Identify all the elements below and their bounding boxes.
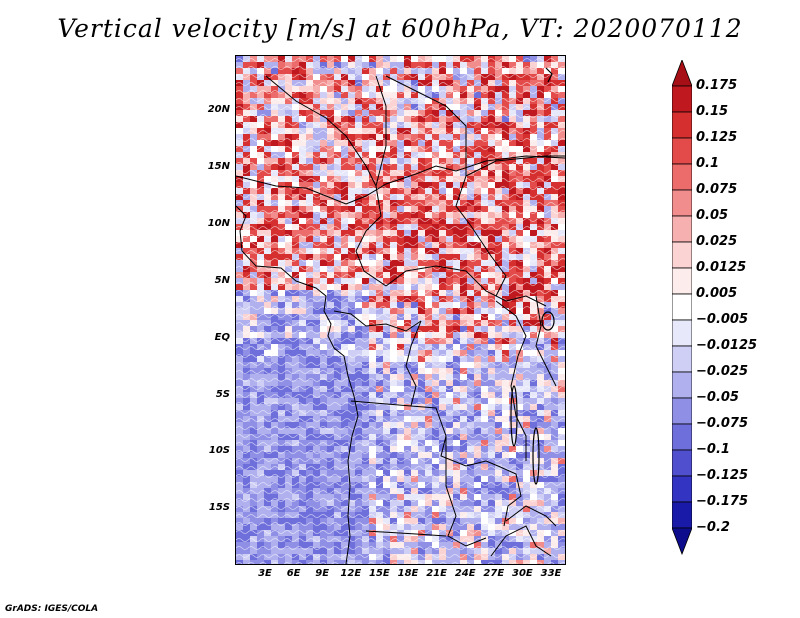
colorbar-label: 0.125: [696, 130, 738, 145]
colorbar-swatch: [671, 189, 693, 217]
colorbar-swatch: [671, 319, 693, 347]
lat-tick-label: 15N: [207, 161, 230, 172]
lat-tick-label: 10S: [208, 445, 230, 456]
colorbar-swatch: [671, 58, 693, 87]
colorbar: [671, 58, 693, 564]
colorbar-swatch: [671, 163, 693, 191]
lat-tick-label: 10N: [207, 218, 230, 229]
lon-tick-label: 24E: [454, 568, 476, 579]
colorbar-swatch: [671, 449, 693, 477]
colorbar-swatch: [671, 501, 693, 529]
lon-tick-label: 30E: [512, 568, 533, 579]
colorbar-swatch: [671, 215, 693, 243]
lat-tick-label: 20N: [207, 104, 230, 115]
lat-tick-label: 5S: [215, 389, 230, 400]
colorbar-swatch: [671, 527, 693, 556]
colorbar-swatch: [671, 241, 693, 269]
colorbar-label: 0.05: [696, 208, 729, 223]
lon-tick-label: 15E: [369, 568, 390, 579]
colorbar-label: −0.125: [696, 468, 749, 483]
lon-tick-label: 33E: [540, 568, 562, 579]
lon-tick-label: 21E: [426, 568, 447, 579]
colorbar-swatch: [671, 111, 693, 139]
colorbar-swatches: [671, 58, 693, 556]
colorbar-swatch: [671, 423, 693, 451]
colorbar-swatch: [671, 85, 693, 113]
lon-tick-label: 12E: [340, 568, 362, 579]
colorbar-label: 0.025: [696, 234, 738, 249]
lakes: [510, 67, 555, 485]
colorbar-label: −0.005: [696, 312, 749, 327]
colorbar-label: 0.15: [696, 104, 729, 119]
colorbar-label: −0.025: [696, 364, 749, 379]
grads-credit: GrADS: IGES/COLA: [5, 604, 99, 614]
colorbar-swatch: [671, 137, 693, 165]
colorbar-label: −0.2: [696, 520, 730, 535]
colorbar-label: 0.1: [696, 156, 720, 171]
lat-tick-label: EQ: [214, 332, 230, 343]
colorbar-swatch: [671, 267, 693, 295]
lon-tick-label: 6E: [286, 568, 301, 579]
lat-tick-label: 15S: [208, 502, 230, 513]
colorbar-label: −0.1: [696, 442, 730, 457]
coastline-borders: [236, 75, 565, 564]
colorbar-label: 0.0125: [696, 260, 747, 275]
colorbar-swatch: [671, 293, 693, 321]
colorbar-label: −0.075: [696, 416, 749, 431]
colorbar-swatch: [671, 397, 693, 425]
lon-tick-label: 9E: [315, 568, 330, 579]
colorbar-label: 0.175: [696, 78, 738, 93]
lon-tick-label: 27E: [483, 568, 505, 579]
lon-tick-label: 3E: [258, 568, 272, 579]
map-plot-area: [235, 55, 566, 565]
colorbar-label: 0.005: [696, 286, 738, 301]
lon-tick-label: 18E: [397, 568, 419, 579]
lat-tick-label: 5N: [214, 275, 230, 286]
colorbar-label: −0.05: [696, 390, 739, 405]
vertical-velocity-field: [236, 56, 565, 564]
colorbar-label: 0.075: [696, 182, 738, 197]
colorbar-swatch: [671, 345, 693, 373]
colorbar-swatch: [671, 475, 693, 503]
colorbar-label: −0.175: [696, 494, 749, 509]
colorbar-swatch: [671, 371, 693, 399]
map-title: Vertical velocity [m/s] at 600hPa, VT: 2…: [57, 14, 743, 43]
colorbar-label: −0.0125: [696, 338, 758, 353]
